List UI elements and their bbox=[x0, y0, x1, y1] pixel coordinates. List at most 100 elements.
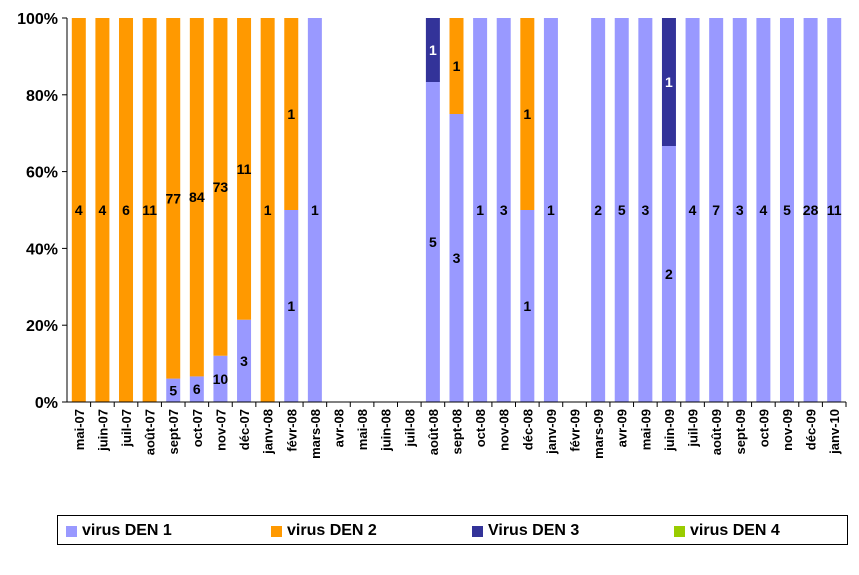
bar-segment bbox=[449, 114, 464, 402]
bar-segment bbox=[213, 355, 228, 402]
data-label: 2 bbox=[594, 202, 602, 218]
x-tick-label: janv-08 bbox=[261, 409, 276, 455]
legend-swatch-den2 bbox=[271, 525, 282, 537]
legend-label-den2: virus DEN 2 bbox=[287, 522, 377, 539]
bar-segment bbox=[661, 146, 676, 402]
legend-item-den4: virus DEN 4 bbox=[674, 522, 780, 540]
bar-segment bbox=[95, 18, 110, 402]
x-tick-label: mars-09 bbox=[591, 409, 606, 459]
data-label: 1 bbox=[665, 74, 673, 90]
data-label: 3 bbox=[641, 202, 649, 218]
bar-segment bbox=[638, 18, 653, 402]
x-tick-label: août-07 bbox=[143, 409, 158, 455]
x-tick-label: mai-07 bbox=[72, 409, 87, 450]
x-tick-label: nov-07 bbox=[213, 409, 228, 451]
x-tick-label: déc-07 bbox=[237, 409, 252, 450]
bars bbox=[71, 18, 842, 402]
data-label: 1 bbox=[311, 202, 319, 218]
bar-segment bbox=[166, 18, 181, 379]
x-tick-label: déc-09 bbox=[804, 409, 819, 450]
bar-segment bbox=[520, 210, 535, 402]
x-tick-label: août-08 bbox=[426, 409, 441, 455]
x-tick-label: mars-08 bbox=[308, 409, 323, 459]
bar-segment bbox=[827, 18, 842, 402]
data-label: 4 bbox=[99, 202, 107, 218]
data-label: 77 bbox=[165, 190, 181, 206]
data-label: 1 bbox=[264, 202, 272, 218]
legend-swatch-den3 bbox=[472, 525, 483, 537]
y-tick-label: 60% bbox=[26, 165, 58, 182]
data-label: 5 bbox=[783, 202, 791, 218]
data-label: 11 bbox=[142, 202, 157, 218]
data-label: 3 bbox=[500, 202, 508, 218]
data-label: 4 bbox=[75, 202, 83, 218]
bar-segment bbox=[284, 210, 299, 402]
bar-segment bbox=[661, 18, 676, 146]
x-tick-label: sept-07 bbox=[166, 409, 181, 455]
bar-segment bbox=[119, 18, 134, 402]
bar-segment bbox=[543, 18, 558, 402]
bar-segment bbox=[189, 18, 204, 377]
x-tick-label: févr-09 bbox=[568, 409, 583, 452]
data-label: 1 bbox=[476, 202, 484, 218]
data-label: 6 bbox=[193, 381, 201, 397]
x-tick-label: oct-08 bbox=[473, 409, 488, 447]
data-label: 1 bbox=[287, 106, 295, 122]
bar-segment bbox=[685, 18, 700, 402]
bar-segment bbox=[142, 18, 157, 402]
data-label: 1 bbox=[429, 42, 437, 58]
y-tick-label: 100% bbox=[17, 11, 58, 28]
bar-segment bbox=[709, 18, 724, 402]
data-label: 5 bbox=[429, 234, 437, 250]
bar-segment bbox=[260, 18, 275, 402]
data-label: 3 bbox=[736, 202, 744, 218]
y-tick-label: 40% bbox=[26, 241, 58, 258]
legend-swatch-den1 bbox=[66, 525, 77, 537]
bar-segment bbox=[237, 18, 252, 320]
x-tick-label: nov-08 bbox=[497, 409, 512, 451]
data-label: 28 bbox=[803, 202, 819, 218]
legend-label-den3: Virus DEN 3 bbox=[488, 522, 580, 539]
data-label: 1 bbox=[287, 298, 295, 314]
bar-segment bbox=[213, 18, 228, 356]
bar-segment bbox=[449, 18, 464, 114]
stacked-bar-chart: 0%20%40%60%80%100% 4 4 6 115776841073311111… bbox=[17, 11, 847, 459]
data-label: 1 bbox=[453, 58, 461, 74]
data-label: 11 bbox=[827, 202, 842, 218]
bar-segment bbox=[732, 18, 747, 402]
data-label: 2 bbox=[665, 266, 673, 282]
x-tick-label: sept-08 bbox=[450, 409, 465, 455]
data-label: 3 bbox=[240, 353, 248, 369]
x-tick-label: nov-09 bbox=[780, 409, 795, 451]
x-tick-label: juin-09 bbox=[662, 409, 677, 452]
bar-segment bbox=[520, 18, 535, 210]
bar-segment bbox=[803, 18, 818, 402]
bar-segment bbox=[425, 18, 440, 82]
x-tick-label: oct-07 bbox=[190, 409, 205, 447]
bar-segment bbox=[189, 376, 204, 402]
x-tick-label: sept-09 bbox=[733, 409, 748, 455]
data-label: 7 bbox=[712, 202, 720, 218]
x-tick-label: avr-08 bbox=[331, 409, 346, 447]
x-tick-label: févr-08 bbox=[284, 409, 299, 452]
legend-item-den3: Virus DEN 3 bbox=[472, 522, 579, 540]
data-label: 5 bbox=[618, 202, 626, 218]
legend-item-den2: virus DEN 2 bbox=[271, 522, 377, 540]
y-axis: 0% 20% 40% 60% 80% 100% bbox=[17, 11, 68, 412]
x-tick-label: déc-08 bbox=[520, 409, 535, 450]
data-label: 1 bbox=[547, 202, 555, 218]
data-label: 1 bbox=[523, 106, 531, 122]
bar-segment bbox=[756, 18, 771, 402]
bar-segment bbox=[166, 378, 181, 402]
data-label: 1 bbox=[523, 298, 531, 314]
bar-segment bbox=[496, 18, 511, 402]
x-tick-label: juil-09 bbox=[686, 409, 701, 448]
data-label: 5 bbox=[169, 382, 177, 398]
x-axis: mai-07 juin-07 juil-07 août-07 sept-07 oct-07… bbox=[67, 401, 847, 459]
bar-segment bbox=[779, 18, 794, 402]
x-tick-label: oct-09 bbox=[756, 409, 771, 447]
x-tick-label: mai-09 bbox=[638, 409, 653, 450]
data-label: 4 bbox=[689, 202, 697, 218]
data-label: 11 bbox=[237, 161, 252, 177]
bar-segment bbox=[307, 18, 322, 402]
